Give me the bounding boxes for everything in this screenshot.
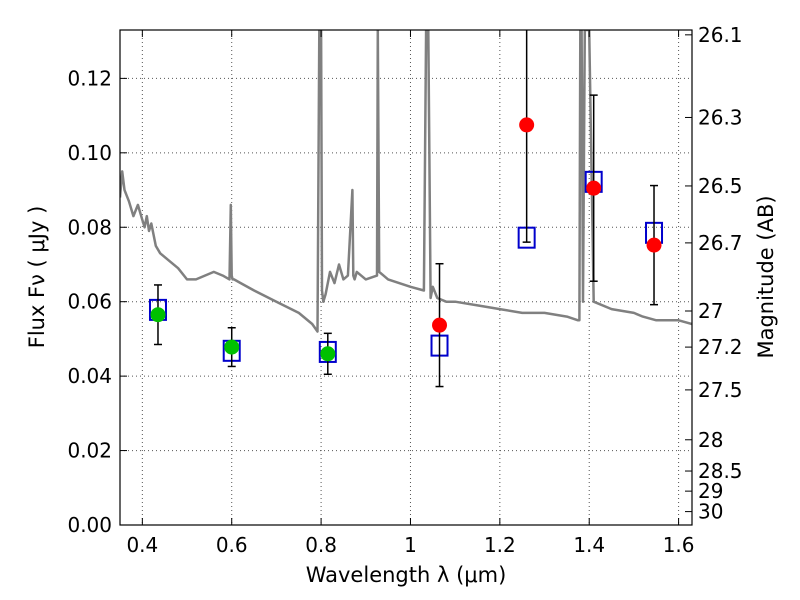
y-tick-label: 0.00 (67, 513, 112, 537)
x-tick-label: 1.4 (573, 533, 605, 557)
observed-flux-point (586, 180, 602, 196)
y-right-tick-label: 28.5 (698, 459, 743, 483)
y-right-tick-label: 30 (698, 500, 723, 524)
observed-flux-point (150, 307, 166, 323)
plot-frame (119, 29, 693, 526)
x-tick-label: 0.6 (216, 533, 248, 557)
observed-flux-point (224, 339, 240, 355)
model-spectrum-line (120, 30, 692, 333)
ticks: 0.4 0.6 0.8 1 1.2 1.4 1.6 0.00 0.02 0.04 0.06 0.08 0… (67, 23, 742, 557)
x-tick-label: 0.4 (126, 533, 158, 557)
y-tick-label: 0.04 (67, 364, 112, 388)
y-right-tick-label: 27.5 (698, 378, 743, 402)
y-axis-title: Flux Fν ( μJy ) (25, 206, 49, 349)
y-right-tick-label: 28 (698, 428, 723, 452)
y-right-tick-label: 26.3 (698, 105, 743, 129)
plot-background (120, 30, 692, 525)
observed-flux-point (519, 117, 535, 133)
errorbar-layer (150, 30, 662, 388)
x-tick-label: 0.8 (305, 533, 337, 557)
observed-flux-point (646, 237, 662, 253)
observed-flux-point (320, 346, 336, 362)
y-tick-label: 0.06 (67, 290, 112, 314)
y-tick-label: 0.10 (67, 141, 112, 165)
y-right-tick-label: 27 (698, 299, 723, 323)
x-tick-label: 1.6 (663, 533, 695, 557)
y-right-tick-label: 27.2 (698, 335, 743, 359)
x-tick-label: 1.2 (484, 533, 516, 557)
y-right-tick-label: 29 (698, 479, 723, 503)
y-right-tick-label: 26.1 (698, 23, 743, 47)
y-right-tick-label: 26.7 (698, 231, 743, 255)
x-tick-label: 1 (404, 533, 417, 557)
observed-flux-point (432, 317, 448, 333)
y-right-tick-label: 26.5 (698, 174, 743, 198)
y-tick-label: 0.08 (67, 215, 112, 239)
y-axis-right-title: Magnitude (AB) (754, 195, 778, 358)
x-axis-title: Wavelength λ (μm) (306, 563, 507, 587)
y-tick-label: 0.02 (67, 439, 112, 463)
y-tick-label: 0.12 (67, 66, 112, 90)
